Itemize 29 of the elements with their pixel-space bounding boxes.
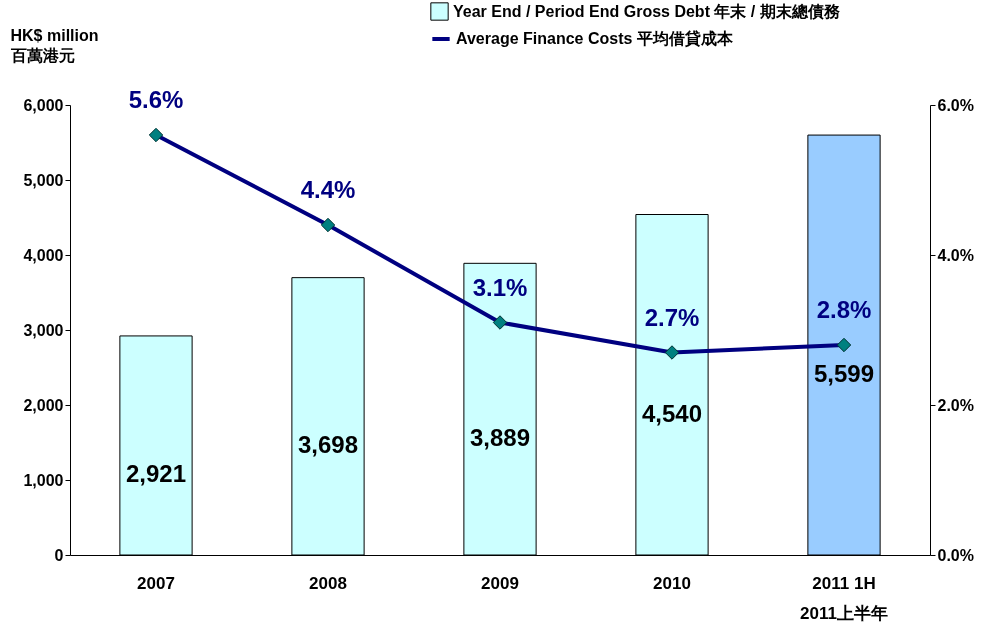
y2-tick-label: 6.0%	[937, 96, 974, 114]
y2-tick-label: 2.0%	[937, 396, 974, 414]
data-label: 2,921	[125, 460, 187, 488]
legend-label: Average Finance Costs 平均借貸成本	[456, 30, 734, 48]
data-label: 3,698	[297, 431, 359, 459]
y-tick-label: 3,000	[23, 321, 64, 339]
data-label: 3,889	[469, 424, 531, 452]
data-label: 3.1%	[472, 273, 528, 301]
y-tick-label: 1,000	[23, 471, 64, 489]
x-tick-label: 2009	[481, 573, 519, 593]
data-label: 4,540	[641, 399, 703, 427]
y-tick-label: 2,000	[23, 396, 64, 414]
y2-tick-label: 0.0%	[937, 546, 974, 564]
data-label: 2.8%	[816, 296, 872, 323]
y-axis-title: HK$ million 百萬港元	[9, 26, 99, 64]
data-label: 4.4%	[300, 176, 356, 203]
legend-label: Year End / Period End Gross Debt 年末 / 期末總債務	[453, 2, 841, 20]
x-tick-label: 2008	[309, 573, 347, 593]
x-tick-label: 2010	[653, 573, 691, 593]
y-tick-label: 6,000	[23, 96, 64, 114]
data-label: 5.6%	[128, 86, 184, 113]
data-label: 2.7%	[644, 303, 700, 331]
data-label: 5,599	[813, 360, 875, 388]
y-tick-label: 0	[54, 546, 64, 564]
y-tick-label: 4,000	[23, 246, 64, 264]
y2-tick-label: 4.0%	[937, 246, 974, 264]
y-tick-label: 5,000	[23, 171, 64, 189]
x-tick-label: 2007	[137, 573, 175, 593]
x-tick-label: 2011 1H 2011上半年	[800, 573, 888, 623]
